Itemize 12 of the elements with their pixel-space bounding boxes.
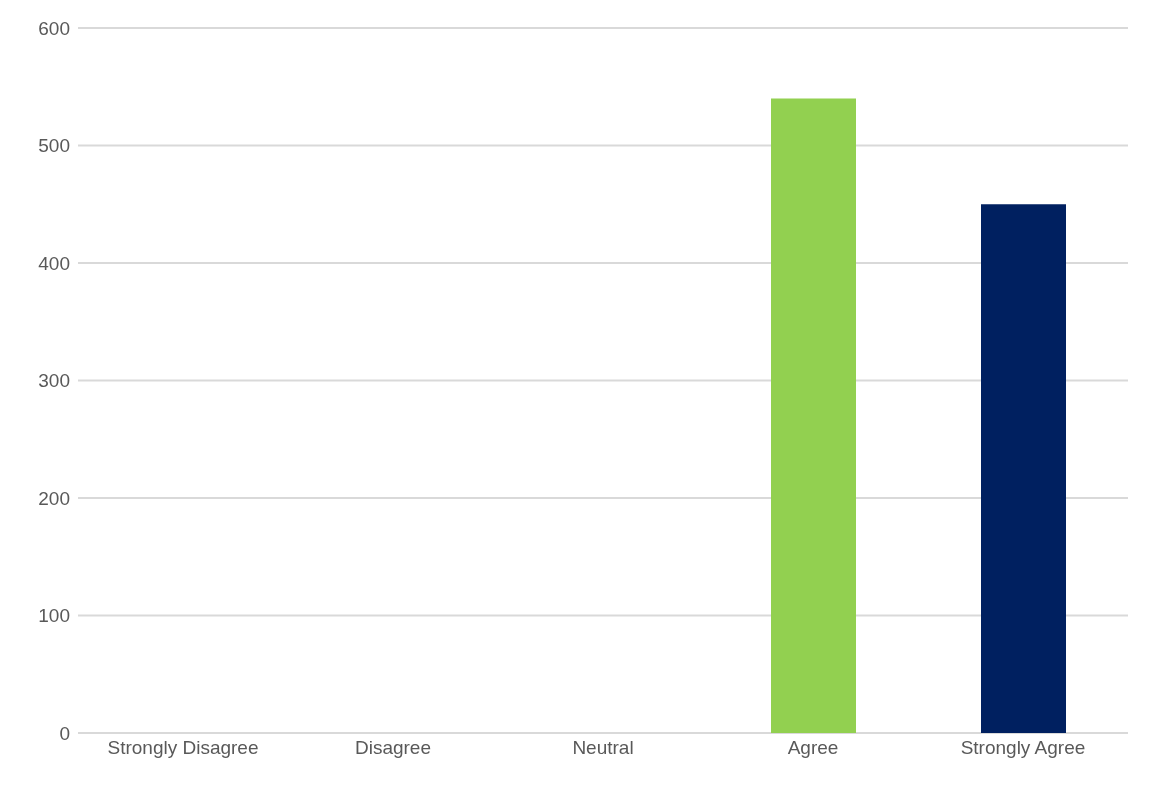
y-tick-label: 100 bbox=[38, 605, 70, 627]
y-tick-label: 400 bbox=[38, 252, 70, 274]
y-tick-label: 0 bbox=[59, 722, 70, 744]
x-tick-label: Agree bbox=[787, 737, 839, 759]
x-tick-label: Disagree bbox=[354, 737, 432, 759]
y-tick-label: 200 bbox=[38, 487, 70, 509]
y-tick-label: 300 bbox=[38, 370, 70, 392]
y-tick-label: 500 bbox=[38, 135, 70, 157]
x-tick-label: Strongly Agree bbox=[960, 737, 1086, 759]
y-tick-label: 600 bbox=[38, 17, 70, 39]
x-tick-label: Strongly Disagree bbox=[107, 737, 259, 759]
x-tick-label: Neutral bbox=[572, 737, 634, 759]
